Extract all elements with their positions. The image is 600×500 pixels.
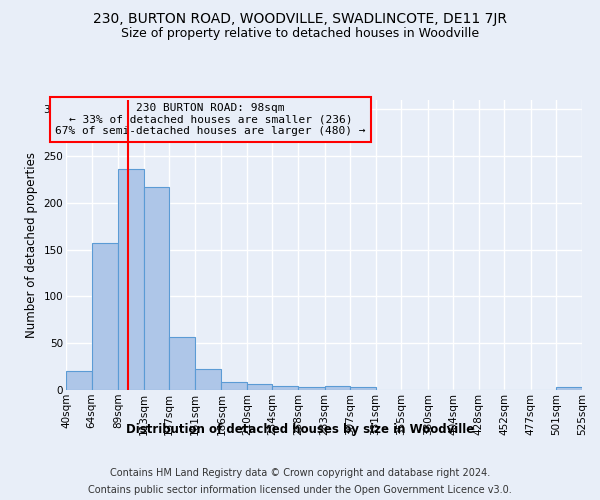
Bar <box>298 387 325 390</box>
Bar <box>247 384 272 390</box>
Text: Distribution of detached houses by size in Woodville: Distribution of detached houses by size … <box>126 422 474 436</box>
Bar <box>221 382 247 390</box>
Text: Size of property relative to detached houses in Woodville: Size of property relative to detached ho… <box>121 28 479 40</box>
Text: Contains public sector information licensed under the Open Government Licence v3: Contains public sector information licen… <box>88 485 512 495</box>
Bar <box>92 243 118 390</box>
Bar <box>325 386 350 390</box>
Y-axis label: Number of detached properties: Number of detached properties <box>25 152 38 338</box>
Text: 230 BURTON ROAD: 98sqm
← 33% of detached houses are smaller (236)
67% of semi-de: 230 BURTON ROAD: 98sqm ← 33% of detached… <box>55 103 366 136</box>
Bar <box>350 387 376 390</box>
Text: Contains HM Land Registry data © Crown copyright and database right 2024.: Contains HM Land Registry data © Crown c… <box>110 468 490 477</box>
Bar <box>556 387 582 390</box>
Text: 230, BURTON ROAD, WOODVILLE, SWADLINCOTE, DE11 7JR: 230, BURTON ROAD, WOODVILLE, SWADLINCOTE… <box>93 12 507 26</box>
Bar <box>169 336 195 390</box>
Bar <box>118 169 143 390</box>
Bar <box>143 187 169 390</box>
Bar <box>66 372 92 390</box>
Bar <box>272 386 298 390</box>
Bar <box>195 370 221 390</box>
